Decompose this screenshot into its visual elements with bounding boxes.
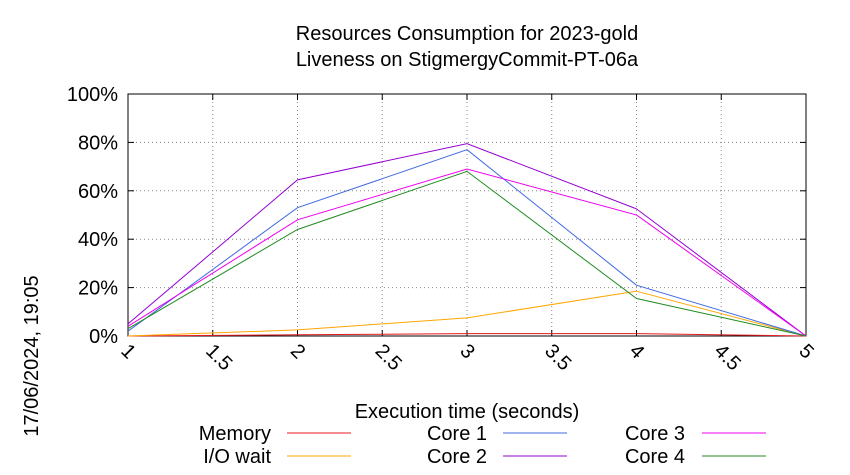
y-tick-label: 100% [67, 84, 118, 106]
series-line-i-o-wait [127, 290, 807, 337]
x-tick-label: 2 [286, 340, 309, 363]
legend-label-core-1: Core 1 [427, 423, 487, 445]
x-tick-label: 2.5 [371, 340, 406, 375]
timestamp-label: 17/06/2024, 19:05 [21, 275, 43, 436]
x-tick-label: 4.5 [710, 340, 745, 375]
series-line-core-1 [127, 149, 807, 337]
x-tick-label: 1.5 [201, 340, 236, 375]
series-lines [127, 143, 807, 337]
chart-title: Resources Consumption for 2023-gold [296, 23, 638, 45]
series-line-memory [127, 333, 807, 337]
x-axis-label: Execution time (seconds) [355, 401, 580, 423]
legend-label-core-3: Core 3 [625, 423, 685, 445]
series-line-core-4 [127, 170, 807, 337]
legend-label-memory: Memory [199, 423, 271, 445]
plot-border [127, 93, 807, 337]
legend-label-core-2: Core 2 [427, 446, 487, 468]
x-tick-label: 1 [116, 340, 139, 363]
series-line-core-2 [127, 143, 807, 337]
x-tick-label: 4 [625, 340, 648, 363]
y-tick-label: 40% [78, 229, 118, 251]
legend-label-core-4: Core 4 [625, 446, 685, 468]
chart-subtitle: Liveness on StigmergyCommit-PT-06a [296, 49, 639, 71]
y-tick-label: 60% [78, 181, 118, 203]
grid [128, 94, 806, 336]
y-tick-label: 80% [78, 132, 118, 154]
y-tick-label: 20% [78, 278, 118, 300]
axes [127, 93, 807, 337]
x-tick-label: 5 [794, 340, 817, 363]
legend-label-i-o-wait: I/O wait [203, 446, 271, 468]
tick-labels: 1 1.5 2 2.5 3 3.5 4 4.5 5 0% 20% 40% 60% 80% 100% [67, 84, 818, 375]
x-tick-label: 3.5 [540, 340, 575, 375]
series-line-core-3 [127, 168, 807, 337]
x-tick-label: 3 [455, 340, 478, 363]
y-tick-label: 0% [89, 326, 118, 348]
